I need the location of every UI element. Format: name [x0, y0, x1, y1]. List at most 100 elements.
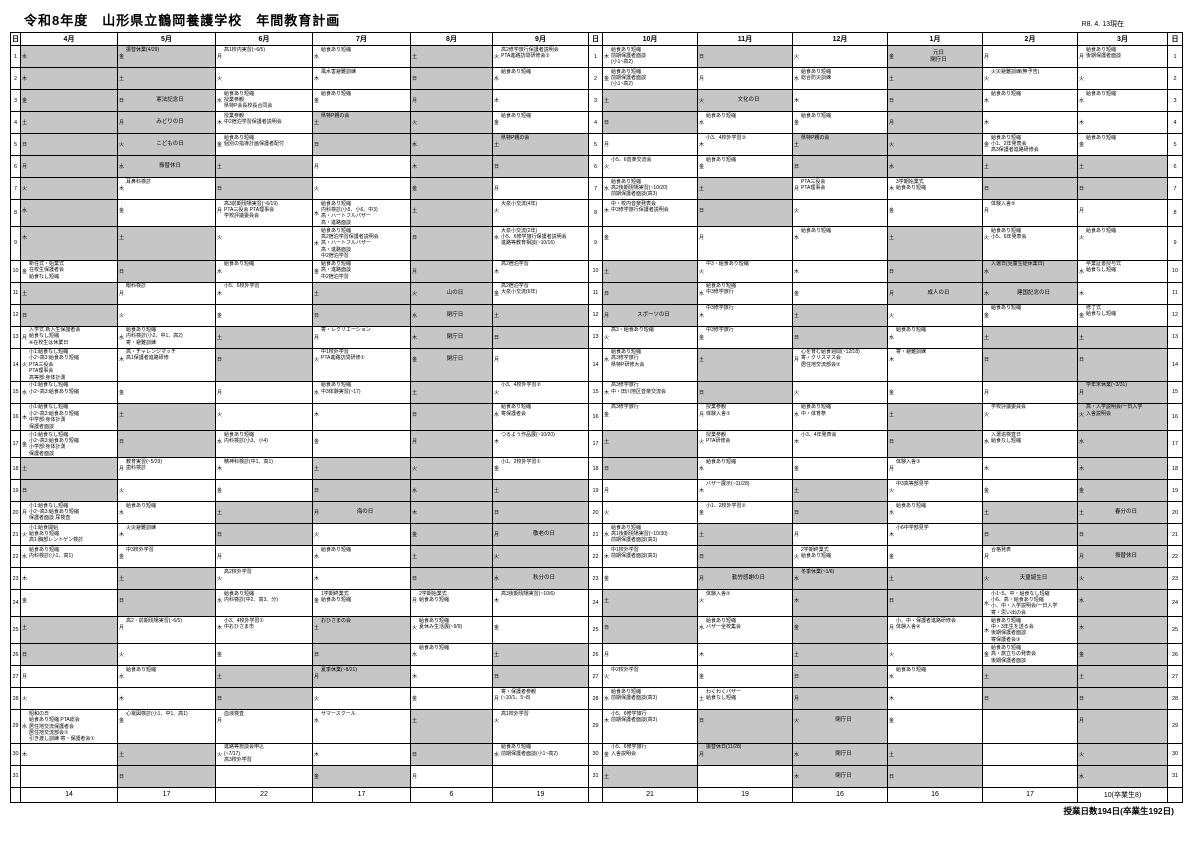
calendar-cell: 月小、中・保護者進路研修会 体験入舎④ [887, 616, 983, 645]
calendar-cell: 金給食あり短縮 個別の指導計画保護者配付 [215, 133, 313, 156]
cell-events [800, 47, 887, 67]
calendar-cell: 日 [887, 259, 983, 283]
calendar-cell: 土 [982, 325, 1078, 349]
calendar-cell: 水卒業証書授与式 給食なし短縮 [1077, 259, 1168, 283]
weekday-label: 金 [313, 268, 319, 275]
calendar-cell: 金給食あり短縮 [312, 89, 411, 112]
calendar-cell: 土 [215, 325, 313, 349]
calendar-row: 13 月入学式 新入生保護者会 給食なし短縮 ※在校生は休業日水給食あり短縮 内科… [10, 325, 1183, 349]
calendar-cell: 火 [215, 402, 313, 432]
calendar-cell: 土 [215, 155, 313, 178]
weekday-label: 火 [603, 674, 609, 681]
weekday-label: 火 [216, 411, 222, 418]
weekday-label: 土 [118, 76, 124, 82]
cell-events: 給食あり短縮 小1、2年発表会 高3保護者進路研修会 [991, 134, 1039, 154]
day-number-cell: 14 [1167, 347, 1183, 382]
calendar-page: 令和8年度 山形県立鶴岡養護学校 年間教育計画 R8. 4. 13現在 日 4月 5… [10, 0, 1190, 817]
cell-events [500, 503, 588, 523]
month-header-6月: 6月 [215, 32, 313, 46]
weekday-label: 木 [983, 627, 989, 634]
calendar-cell: 火 [215, 67, 313, 90]
calendar-cell: 月 [887, 111, 983, 134]
calendar-row: 14 火小1:給食なし短縮 小2~高3:給食あり短縮 PTA三役会 PTA理事会 … [10, 347, 1183, 382]
cell-events [125, 569, 215, 589]
weekday-label: 水 [21, 723, 27, 730]
cell-events [1085, 618, 1167, 638]
weekday-label: 金 [21, 441, 27, 448]
cell-events [800, 305, 887, 325]
weekday-label: 日 [21, 312, 27, 319]
cell-events [895, 645, 982, 665]
weekday-label: 日 [216, 532, 222, 539]
day-number-cell: 22 [1167, 545, 1183, 569]
calendar-cell: 日 [887, 764, 983, 788]
weekday-label: 土 [21, 625, 27, 632]
cell-events: 給食あり短縮 内科検診(小5、小6、中3) 高・ハートフルバザー 高・進路面談 [321, 200, 378, 226]
calendar-cell: 水サマースクール [312, 709, 411, 744]
day-number-cell: 2 [588, 67, 603, 90]
cell-events: 精神科検診(中1、高1) [224, 458, 273, 465]
day-number-cell: 31 [10, 764, 21, 788]
calendar-cell: 木小3、4年発表会 [792, 430, 888, 459]
weekday-label: 金 [1078, 142, 1084, 148]
weekday-label: 土 [698, 356, 704, 363]
weekday-label: 木 [888, 532, 894, 539]
cell-events: 高3後期現場実習(~10/6) [501, 590, 555, 597]
weekday-label: 日 [411, 76, 417, 82]
calendar-cell: 日 [492, 155, 589, 178]
cell-events: 給食あり短縮 [224, 261, 255, 268]
calendar-cell: 金給食あり短縮 前期保護者面談 (小1~高2) [602, 67, 698, 90]
cell-events [610, 261, 697, 281]
calendar-cell: 土 [215, 501, 313, 525]
weekday-label: 土 [888, 411, 894, 418]
cell-events [28, 591, 117, 611]
weekday-label: 木 [411, 334, 417, 341]
weekday-label: 月 [21, 510, 27, 517]
cell-events: 昭和の日 給食あり短縮 PTA総会 居住地交流保護者会 居住地交流部会① 引き渡… [29, 710, 95, 743]
cell-events: 給食あり短縮 個別の指導計画保護者配付 [224, 134, 285, 147]
month-header-8月: 8月 [410, 32, 493, 46]
calendar-row: 30 木土火進路等懇談会申込 (~7/17) 高3校外学習木日水給食あり短縮 前期… [10, 742, 1183, 766]
cell-events: 眼科検診 [126, 283, 147, 290]
calendar-cell: 金給食あり短縮 [1077, 133, 1168, 156]
calendar-cell: 金振替休業(4/29) [117, 45, 216, 68]
calendar-cell: 火 文化の日 [697, 89, 793, 112]
weekday-label: 日 [603, 120, 609, 126]
cell-events [705, 69, 792, 89]
calendar-cell: 日 [1077, 347, 1168, 382]
cell-events [895, 382, 982, 402]
calendar-cell: 土 [697, 177, 793, 200]
day-number-cell: 19 [588, 479, 603, 503]
weekday-label: 水 [216, 98, 222, 104]
cell-events [705, 201, 792, 221]
cell-events [800, 645, 887, 665]
weekday-label: 日 [888, 773, 894, 780]
weekday-label: 水 [21, 208, 27, 214]
weekday-label: 木 [118, 356, 124, 363]
calendar-cell: 金 [887, 545, 983, 569]
calendar-cell: 水給食あり短縮 [312, 45, 411, 68]
calendar-cell: 水 [1077, 430, 1168, 459]
calendar-cell: 火高2校外学習 [215, 567, 313, 591]
weekday-label: 木 [411, 674, 417, 681]
weekday-label: 水 [493, 235, 499, 242]
weekday-label: 日 [411, 751, 417, 758]
day-number-cell: 15 [1167, 380, 1183, 404]
cell-events: 小3、4校外学習① 中おひさま市 [224, 617, 265, 631]
calendar-cell: 木小3、4校外学習① 中おひさま市 [215, 616, 313, 645]
cell-events: 給食あり短縮 前期保護者面談(小1~高2) [501, 744, 558, 757]
weekday-label: 火 [603, 334, 609, 341]
as-of-date: R8. 4. 13現在 [1081, 21, 1124, 28]
calendar-cell: 土県特P親の会 [312, 111, 411, 134]
weekday-label: 水 [411, 652, 417, 659]
day-number-cell: 21 [1167, 523, 1183, 547]
calendar-cell: 水給食あり短縮 寄保護者会 [492, 402, 589, 432]
cell-events [320, 645, 410, 665]
cell-events [125, 305, 215, 325]
calendar-cell: 月 [20, 665, 118, 689]
day-number-cell: 25 [1167, 616, 1183, 645]
cell-events [1085, 157, 1167, 177]
cell-events: 高3修学旅行 [611, 404, 639, 411]
cell-events [28, 69, 117, 89]
weekday-label: 火 [216, 235, 222, 242]
